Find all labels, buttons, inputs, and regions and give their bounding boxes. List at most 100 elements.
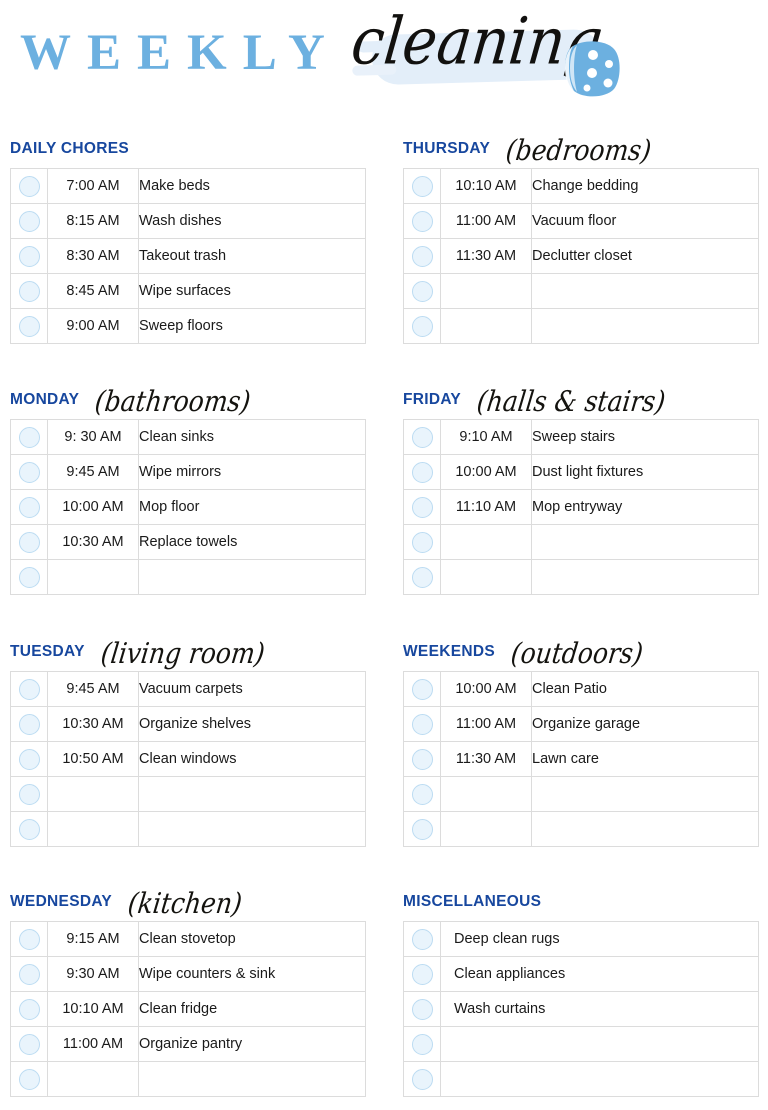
- task-cell[interactable]: Takeout trash: [138, 238, 366, 274]
- time-cell[interactable]: [47, 811, 139, 847]
- task-cell[interactable]: Wash dishes: [138, 203, 366, 239]
- checkbox-circle-icon[interactable]: [18, 566, 40, 588]
- task-cell[interactable]: Clean Patio: [531, 671, 759, 707]
- time-cell[interactable]: 9: 30 AM: [47, 419, 139, 455]
- checkbox-cell[interactable]: [403, 741, 441, 777]
- task-cell[interactable]: Wipe mirrors: [138, 454, 366, 490]
- time-cell[interactable]: 11:30 AM: [440, 741, 532, 777]
- checkbox-circle-icon[interactable]: [18, 1068, 40, 1090]
- time-cell[interactable]: 11:10 AM: [440, 489, 532, 525]
- checkbox-cell[interactable]: [403, 419, 441, 455]
- checkbox-cell[interactable]: [403, 991, 441, 1027]
- time-cell[interactable]: 9:15 AM: [47, 921, 139, 957]
- task-cell[interactable]: [138, 1061, 366, 1097]
- task-cell[interactable]: [531, 559, 759, 595]
- checkbox-circle-icon[interactable]: [18, 998, 40, 1020]
- checkbox-circle-icon[interactable]: [411, 963, 433, 985]
- task-cell[interactable]: Lawn care: [531, 741, 759, 777]
- time-cell[interactable]: 10:10 AM: [440, 168, 532, 204]
- time-cell[interactable]: 11:00 AM: [440, 706, 532, 742]
- checkbox-circle-icon[interactable]: [411, 818, 433, 840]
- time-cell[interactable]: 10:10 AM: [47, 991, 139, 1027]
- task-cell[interactable]: Make beds: [138, 168, 366, 204]
- checkbox-cell[interactable]: [10, 706, 48, 742]
- checkbox-circle-icon[interactable]: [18, 818, 40, 840]
- task-cell[interactable]: Deep clean rugs: [440, 921, 759, 957]
- checkbox-circle-icon[interactable]: [18, 963, 40, 985]
- task-cell[interactable]: Organize pantry: [138, 1026, 366, 1062]
- checkbox-circle-icon[interactable]: [411, 783, 433, 805]
- time-cell[interactable]: [440, 559, 532, 595]
- task-cell[interactable]: [440, 1061, 759, 1097]
- checkbox-circle-icon[interactable]: [18, 713, 40, 735]
- task-cell[interactable]: Wipe surfaces: [138, 273, 366, 309]
- checkbox-circle-icon[interactable]: [411, 566, 433, 588]
- checkbox-circle-icon[interactable]: [18, 783, 40, 805]
- task-cell[interactable]: Mop entryway: [531, 489, 759, 525]
- time-cell[interactable]: 10:00 AM: [440, 454, 532, 490]
- time-cell[interactable]: [440, 273, 532, 309]
- task-cell[interactable]: Replace towels: [138, 524, 366, 560]
- time-cell[interactable]: 10:00 AM: [47, 489, 139, 525]
- time-cell[interactable]: 10:50 AM: [47, 741, 139, 777]
- checkbox-cell[interactable]: [403, 921, 441, 957]
- checkbox-circle-icon[interactable]: [18, 748, 40, 770]
- checkbox-circle-icon[interactable]: [18, 928, 40, 950]
- checkbox-circle-icon[interactable]: [411, 1033, 433, 1055]
- checkbox-circle-icon[interactable]: [411, 426, 433, 448]
- time-cell[interactable]: 11:30 AM: [440, 238, 532, 274]
- checkbox-cell[interactable]: [10, 991, 48, 1027]
- checkbox-cell[interactable]: [10, 489, 48, 525]
- checkbox-cell[interactable]: [10, 524, 48, 560]
- checkbox-circle-icon[interactable]: [18, 175, 40, 197]
- checkbox-circle-icon[interactable]: [18, 496, 40, 518]
- task-cell[interactable]: Declutter closet: [531, 238, 759, 274]
- checkbox-cell[interactable]: [403, 273, 441, 309]
- time-cell[interactable]: 8:15 AM: [47, 203, 139, 239]
- checkbox-circle-icon[interactable]: [18, 280, 40, 302]
- checkbox-cell[interactable]: [403, 489, 441, 525]
- checkbox-cell[interactable]: [10, 1061, 48, 1097]
- checkbox-circle-icon[interactable]: [18, 426, 40, 448]
- checkbox-circle-icon[interactable]: [411, 210, 433, 232]
- checkbox-cell[interactable]: [10, 921, 48, 957]
- checkbox-circle-icon[interactable]: [411, 315, 433, 337]
- time-cell[interactable]: 9:30 AM: [47, 956, 139, 992]
- time-cell[interactable]: 10:00 AM: [440, 671, 532, 707]
- time-cell[interactable]: [440, 308, 532, 344]
- checkbox-cell[interactable]: [10, 811, 48, 847]
- time-cell[interactable]: 11:00 AM: [440, 203, 532, 239]
- checkbox-circle-icon[interactable]: [411, 713, 433, 735]
- time-cell[interactable]: [47, 559, 139, 595]
- task-cell[interactable]: Dust light fixtures: [531, 454, 759, 490]
- task-cell[interactable]: [531, 273, 759, 309]
- task-cell[interactable]: Organize shelves: [138, 706, 366, 742]
- checkbox-cell[interactable]: [403, 203, 441, 239]
- checkbox-circle-icon[interactable]: [411, 245, 433, 267]
- task-cell[interactable]: [531, 308, 759, 344]
- checkbox-cell[interactable]: [403, 811, 441, 847]
- task-cell[interactable]: Wash curtains: [440, 991, 759, 1027]
- task-cell[interactable]: [531, 776, 759, 812]
- time-cell[interactable]: 8:45 AM: [47, 273, 139, 309]
- time-cell[interactable]: [440, 811, 532, 847]
- checkbox-cell[interactable]: [403, 454, 441, 490]
- checkbox-cell[interactable]: [403, 524, 441, 560]
- task-cell[interactable]: Organize garage: [531, 706, 759, 742]
- time-cell[interactable]: 10:30 AM: [47, 524, 139, 560]
- checkbox-circle-icon[interactable]: [411, 280, 433, 302]
- checkbox-cell[interactable]: [10, 559, 48, 595]
- time-cell[interactable]: 9:00 AM: [47, 308, 139, 344]
- checkbox-circle-icon[interactable]: [411, 998, 433, 1020]
- checkbox-cell[interactable]: [10, 1026, 48, 1062]
- checkbox-cell[interactable]: [10, 308, 48, 344]
- time-cell[interactable]: 8:30 AM: [47, 238, 139, 274]
- checkbox-cell[interactable]: [10, 454, 48, 490]
- checkbox-cell[interactable]: [10, 741, 48, 777]
- time-cell[interactable]: 7:00 AM: [47, 168, 139, 204]
- task-cell[interactable]: Vacuum floor: [531, 203, 759, 239]
- task-cell[interactable]: Clean appliances: [440, 956, 759, 992]
- checkbox-cell[interactable]: [10, 956, 48, 992]
- checkbox-circle-icon[interactable]: [18, 678, 40, 700]
- time-cell[interactable]: 10:30 AM: [47, 706, 139, 742]
